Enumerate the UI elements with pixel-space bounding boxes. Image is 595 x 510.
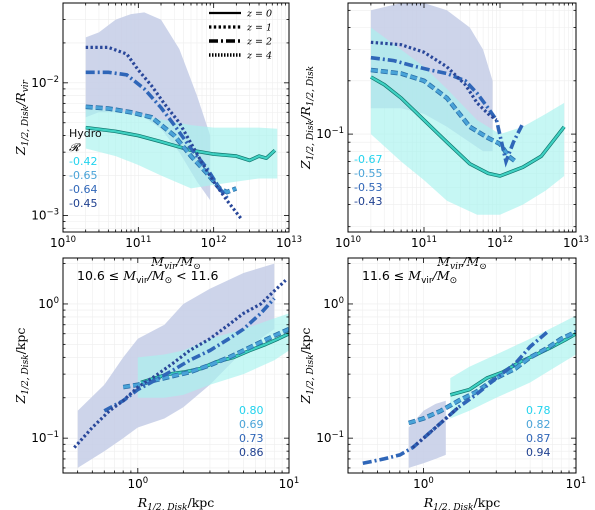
x-tick-label: 1013 xyxy=(563,235,589,250)
annotation-value: 0.86 xyxy=(239,446,264,459)
y-axis-title: Z1/2, Disk/kpc xyxy=(13,328,31,405)
annotation-value: -0.55 xyxy=(354,167,382,180)
axes-frame xyxy=(62,257,290,474)
ticks xyxy=(348,258,577,473)
series-z1 xyxy=(85,45,243,220)
annotation-value: 0.69 xyxy=(239,418,264,431)
correlation-annotation: 0.800.690.730.86 xyxy=(239,404,264,459)
x-tick-label: 100 xyxy=(413,476,434,491)
correlation-annotation: 0.780.820.870.94 xyxy=(526,404,551,459)
series-z4 xyxy=(85,105,237,194)
y-tick-label: 10−1 xyxy=(316,430,344,445)
annotation-header: Hydro xyxy=(69,127,102,140)
panel-bottom-left: 100 101 10−1 100 R1/2, Disk/kpc Z1/2, Disk/kp… xyxy=(13,257,300,510)
y-tick-label: 10−1 xyxy=(31,430,59,445)
ticks xyxy=(62,2,290,232)
series-z0 xyxy=(370,76,566,178)
annotation-value: -0.64 xyxy=(69,183,97,196)
series-z0 xyxy=(85,126,276,162)
y-tick-label: 10−2 xyxy=(31,75,59,90)
panel-title: 11.6 ≤ Mvir/M⊙ xyxy=(362,268,457,286)
y-axis-title: Z1/2, Disk/R1/2, Disk xyxy=(298,66,316,170)
y-axis-title: Z1/2, Disk/Rvir xyxy=(13,79,31,156)
annotation-value: -0.45 xyxy=(69,197,97,210)
legend-label: z = 1 xyxy=(246,23,272,34)
x-tick-label: 1011 xyxy=(411,235,437,250)
annotation-value: 0.94 xyxy=(526,446,551,459)
legend: z = 0 z = 1 z = 2 z = 4 xyxy=(209,9,272,62)
x-axis-title: R1/2, Disk/kpc xyxy=(137,495,215,510)
annotation-header: 𝓡 xyxy=(69,141,81,154)
annotation-value: 0.82 xyxy=(526,418,551,431)
ticks xyxy=(63,258,290,473)
x-tick-label: 1013 xyxy=(276,235,302,250)
annotation-value: 0.73 xyxy=(239,432,264,445)
y-tick-label: 100 xyxy=(38,296,59,311)
series-z1 xyxy=(370,40,498,122)
x-tick-label: 1012 xyxy=(487,235,513,250)
series-z2 xyxy=(370,55,525,168)
panel-title: 10.6 ≤ Mvir/M⊙ < 11.6 xyxy=(77,268,218,286)
x-axis-title: R1/2, Disk/kpc xyxy=(423,495,501,510)
x-tick-label: 100 xyxy=(127,476,148,491)
legend-label: z = 0 xyxy=(246,9,272,20)
annotation-value: -0.67 xyxy=(354,153,382,166)
y-axis-title: Z1/2, Disk/kpc xyxy=(298,328,316,405)
annotation-value: 0.78 xyxy=(526,404,551,417)
annotation-value: -0.43 xyxy=(354,195,382,208)
annotation-value: -0.42 xyxy=(69,155,97,168)
x-tick-label: 101 xyxy=(279,476,300,491)
x-tick-label: 1011 xyxy=(125,235,151,250)
series-z4 xyxy=(408,330,576,425)
ticks xyxy=(347,3,577,232)
legend-label: z = 4 xyxy=(246,51,272,62)
y-tick-label: 10−3 xyxy=(31,207,59,222)
axes-frame xyxy=(347,2,577,233)
y-tick-label: 100 xyxy=(323,296,344,311)
annotation-value: -0.65 xyxy=(69,169,97,182)
annotation-value: -0.53 xyxy=(354,181,382,194)
correlation-annotation: -0.67-0.55-0.53-0.43 xyxy=(354,153,382,208)
series-z4 xyxy=(370,68,517,163)
series-z1 xyxy=(411,406,460,449)
axes-frame xyxy=(347,257,577,474)
axes-frame xyxy=(62,2,290,233)
x-tick-label: 101 xyxy=(566,476,587,491)
annotation-value: 0.87 xyxy=(526,432,551,445)
legend-label: z = 2 xyxy=(246,37,272,48)
series-z1 xyxy=(73,279,287,449)
series-z0 xyxy=(450,332,576,396)
panel-bottom-right: 100 101 10−1 100 R1/2, Disk/kpc Z1/2, Disk/kp… xyxy=(298,257,587,510)
annotation-value: 0.80 xyxy=(239,404,264,417)
x-tick-label: 1010 xyxy=(335,235,361,250)
x-tick-label: 1012 xyxy=(201,235,227,250)
y-tick-label: 10−1 xyxy=(316,126,344,141)
band-z1 xyxy=(85,12,211,201)
x-tick-label: 1010 xyxy=(50,235,76,250)
